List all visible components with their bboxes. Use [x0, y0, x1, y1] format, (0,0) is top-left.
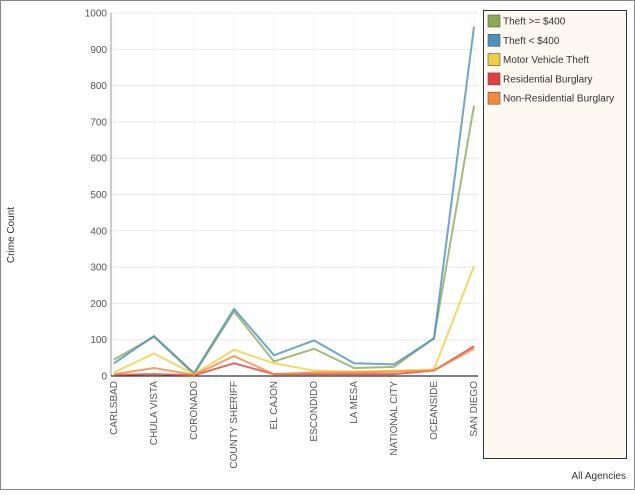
legend-label: Theft >= $400 [503, 17, 566, 28]
y-tick-label: 500 [90, 190, 107, 201]
y-tick-label: 800 [90, 81, 107, 92]
legend-swatch [487, 33, 501, 47]
x-tick-label: CHULA VISTA [149, 381, 160, 446]
y-tick-label: 200 [90, 299, 107, 310]
x-tick-label: NATIONAL CITY [389, 381, 400, 456]
series-line [113, 265, 475, 376]
y-tick-label: 900 [90, 45, 107, 56]
y-tick-label: 1000 [85, 9, 108, 20]
legend-swatch [487, 91, 501, 105]
legend-swatch [487, 72, 501, 86]
x-tick-label: CORONADO [189, 381, 200, 440]
legend-swatch [487, 53, 501, 66]
legend-label: Motor Vehicle Theft [503, 55, 589, 66]
x-tick-label: OCEANSIDE [429, 381, 440, 440]
y-tick-label: 100 [90, 335, 107, 346]
legend-box [483, 10, 627, 459]
series-line [113, 347, 475, 376]
legend-label: Residential Burglary [503, 74, 593, 85]
x-tick-label: ESCONDIDO [309, 381, 320, 442]
footer: All Agencies [572, 471, 626, 482]
x-tick-label: SAN DIEGO [469, 381, 480, 437]
x-tick-label: CARLSBAD [109, 381, 120, 435]
y-axis-label: Crime Count [6, 207, 17, 263]
series-line [113, 26, 475, 375]
y-tick-label: 300 [90, 263, 107, 274]
y-tick-label: 600 [90, 154, 107, 165]
y-tick-label: 400 [90, 226, 107, 237]
x-tick-label: LA MESA [349, 381, 360, 424]
y-tick-label: 0 [101, 372, 107, 383]
x-tick-label: EL CAJON [269, 381, 280, 430]
legend-swatch [487, 14, 501, 28]
legend-label: Theft < $400 [503, 36, 560, 47]
x-tick-label: COUNTY SHERIFF [229, 381, 240, 469]
legend-label: Non-Residential Burglary [503, 94, 614, 105]
y-tick-label: 700 [90, 117, 107, 128]
